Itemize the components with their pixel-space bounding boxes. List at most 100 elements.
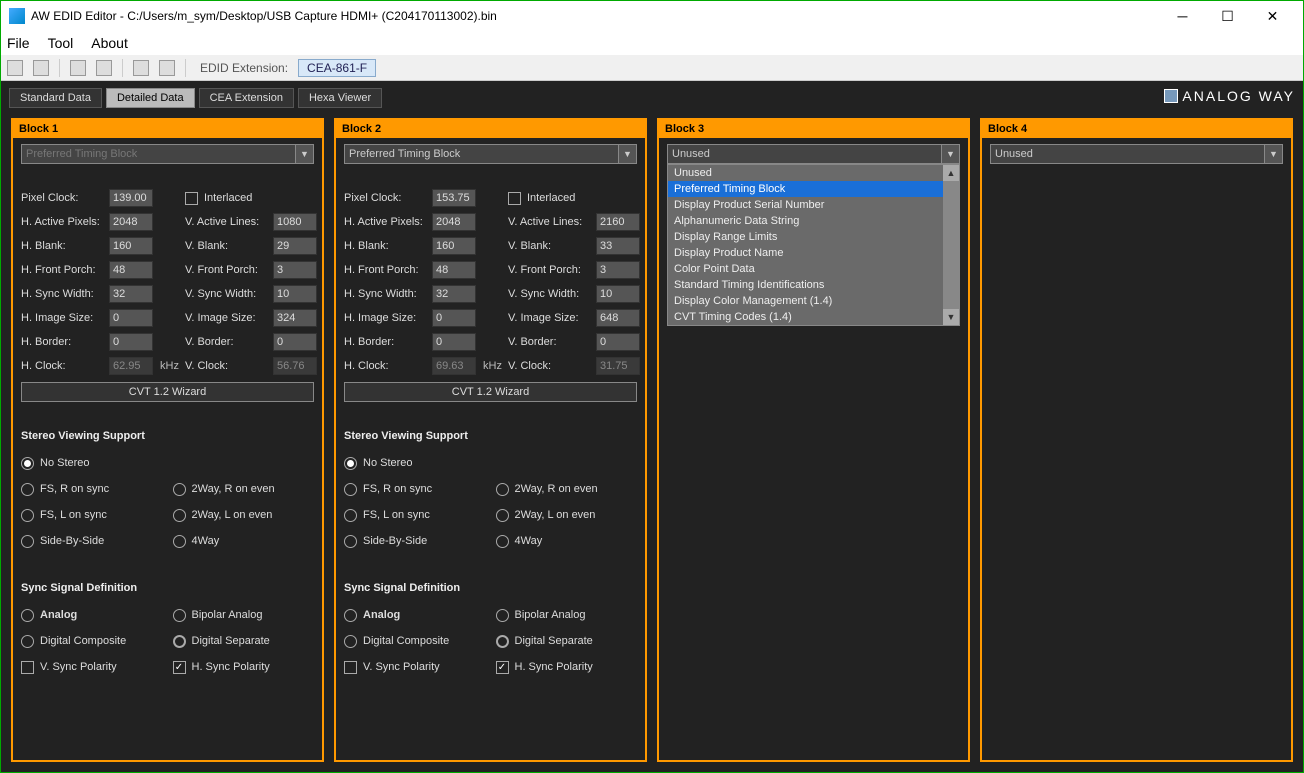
label-analog: Analog — [40, 609, 77, 621]
radio-sbs[interactable] — [344, 535, 357, 548]
block-3-type-combo[interactable]: Unused▼ — [667, 144, 960, 164]
dropdown-item[interactable]: Standard Timing Identifications — [668, 277, 959, 293]
dropdown-item[interactable]: Display Range Limits — [668, 229, 959, 245]
dropdown-item[interactable]: Color Point Data — [668, 261, 959, 277]
label-h-active: H. Active Pixels: — [21, 216, 109, 228]
label-v-active: V. Active Lines: — [185, 216, 273, 228]
save-as-icon[interactable] — [96, 60, 112, 76]
field-v-border[interactable]: 0 — [596, 333, 640, 351]
scroll-up-icon[interactable]: ▲ — [943, 165, 959, 181]
label-v-blank: V. Blank: — [185, 240, 273, 252]
radio-sbs[interactable] — [21, 535, 34, 548]
dropdown-item[interactable]: Unused — [668, 165, 959, 181]
label-v-sw: V. Sync Width: — [508, 288, 596, 300]
radio-analog[interactable] — [21, 609, 34, 622]
dropdown-item[interactable]: Display Product Serial Number — [668, 197, 959, 213]
dropdown-item[interactable]: Display Product Name — [668, 245, 959, 261]
field-v-sw[interactable]: 10 — [596, 285, 640, 303]
field-h-sw[interactable]: 32 — [432, 285, 476, 303]
radio-fs-l[interactable] — [21, 509, 34, 522]
tab-standard[interactable]: Standard Data — [9, 88, 102, 108]
field-v-active[interactable]: 2160 — [596, 213, 640, 231]
tab-detailed[interactable]: Detailed Data — [106, 88, 195, 108]
radio-dsep[interactable] — [496, 635, 509, 648]
cvt-wizard-button[interactable]: CVT 1.2 Wizard — [21, 382, 314, 402]
field-h-active[interactable]: 2048 — [109, 213, 153, 231]
dropdown-scrollbar[interactable]: ▲ ▼ — [943, 165, 959, 325]
radio-2way-r[interactable] — [496, 483, 509, 496]
radio-4way[interactable] — [496, 535, 509, 548]
close-button[interactable]: ✕ — [1250, 1, 1295, 31]
field-v-blank[interactable]: 33 — [596, 237, 640, 255]
radio-no-stereo[interactable] — [344, 457, 357, 470]
radio-fs-r[interactable] — [344, 483, 357, 496]
radio-4way[interactable] — [173, 535, 186, 548]
field-pixel-clock[interactable]: 153.75 — [432, 189, 476, 207]
ext-chip[interactable]: CEA-861-F — [298, 59, 376, 77]
label-v-img: V. Image Size: — [185, 312, 273, 324]
field-h-fp[interactable]: 48 — [432, 261, 476, 279]
field-h-blank[interactable]: 160 — [432, 237, 476, 255]
radio-dcomp[interactable] — [21, 635, 34, 648]
checkbox-hpol[interactable] — [173, 661, 186, 674]
block-3-dropdown[interactable]: Unused Preferred Timing Block Display Pr… — [667, 164, 960, 326]
field-v-sw[interactable]: 10 — [273, 285, 317, 303]
field-h-blank[interactable]: 160 — [109, 237, 153, 255]
cvt-wizard-button[interactable]: CVT 1.2 Wizard — [344, 382, 637, 402]
field-h-img[interactable]: 0 — [432, 309, 476, 327]
field-v-fp[interactable]: 3 — [273, 261, 317, 279]
field-v-border[interactable]: 0 — [273, 333, 317, 351]
field-v-blank[interactable]: 29 — [273, 237, 317, 255]
radio-2way-r[interactable] — [173, 483, 186, 496]
titlebar: AW EDID Editor - C:/Users/m_sym/Desktop/… — [1, 1, 1303, 31]
radio-fs-r[interactable] — [21, 483, 34, 496]
save-icon[interactable] — [70, 60, 86, 76]
radio-analog[interactable] — [344, 609, 357, 622]
table-icon[interactable] — [159, 60, 175, 76]
field-v-img[interactable]: 324 — [273, 309, 317, 327]
scroll-down-icon[interactable]: ▼ — [943, 309, 959, 325]
grid-icon[interactable] — [133, 60, 149, 76]
new-icon[interactable] — [7, 60, 23, 76]
minimize-button[interactable]: ─ — [1160, 1, 1205, 31]
checkbox-hpol[interactable] — [496, 661, 509, 674]
field-h-img[interactable]: 0 — [109, 309, 153, 327]
dropdown-item[interactable]: Alphanumeric Data String — [668, 213, 959, 229]
field-v-fp[interactable]: 3 — [596, 261, 640, 279]
radio-dcomp[interactable] — [344, 635, 357, 648]
radio-no-stereo[interactable] — [21, 457, 34, 470]
block-1-type-combo[interactable]: Preferred Timing Block▼ — [21, 144, 314, 164]
field-h-border[interactable]: 0 — [109, 333, 153, 351]
tab-cea[interactable]: CEA Extension — [199, 88, 294, 108]
radio-bipolar[interactable] — [496, 609, 509, 622]
radio-bipolar[interactable] — [173, 609, 186, 622]
tab-hexa[interactable]: Hexa Viewer — [298, 88, 382, 108]
label-pixel-clock: Pixel Clock: — [21, 192, 109, 204]
menu-file[interactable]: File — [7, 35, 30, 51]
checkbox-vpol[interactable] — [344, 661, 357, 674]
field-h-border[interactable]: 0 — [432, 333, 476, 351]
field-pixel-clock[interactable]: 139.00 — [109, 189, 153, 207]
radio-fs-l[interactable] — [344, 509, 357, 522]
checkbox-vpol[interactable] — [21, 661, 34, 674]
interlaced-checkbox[interactable] — [185, 192, 198, 205]
radio-2way-l[interactable] — [173, 509, 186, 522]
interlaced-checkbox[interactable] — [508, 192, 521, 205]
block-4-type-combo[interactable]: Unused▼ — [990, 144, 1283, 164]
dropdown-item[interactable]: CVT Timing Codes (1.4) — [668, 309, 959, 325]
dropdown-item[interactable]: Display Color Management (1.4) — [668, 293, 959, 309]
maximize-button[interactable]: ☐ — [1205, 1, 1250, 31]
field-v-active[interactable]: 1080 — [273, 213, 317, 231]
radio-2way-l[interactable] — [496, 509, 509, 522]
radio-dsep[interactable] — [173, 635, 186, 648]
field-h-active[interactable]: 2048 — [432, 213, 476, 231]
menu-about[interactable]: About — [91, 35, 128, 51]
menu-tool[interactable]: Tool — [48, 35, 74, 51]
field-h-fp[interactable]: 48 — [109, 261, 153, 279]
field-v-img[interactable]: 648 — [596, 309, 640, 327]
open-icon[interactable] — [33, 60, 49, 76]
dropdown-item[interactable]: Preferred Timing Block — [668, 181, 959, 197]
field-h-sw[interactable]: 32 — [109, 285, 153, 303]
block-2-type-combo[interactable]: Preferred Timing Block▼ — [344, 144, 637, 164]
toolbar: EDID Extension: CEA-861-F — [1, 55, 1303, 81]
